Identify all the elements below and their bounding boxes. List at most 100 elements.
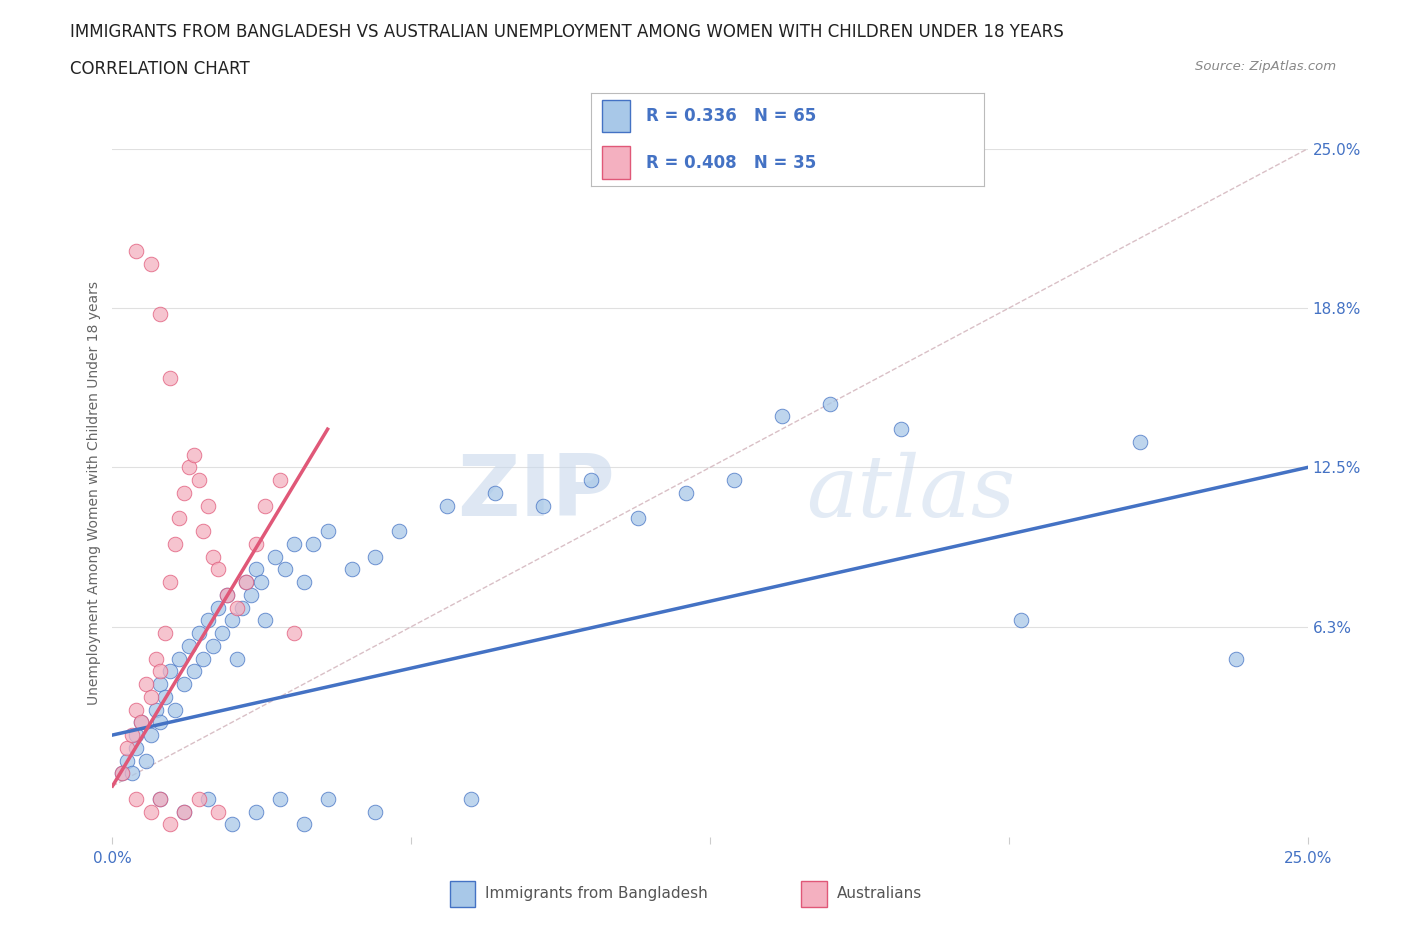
Point (135, 677, 157, 692)
Point (149, 677, 172, 692)
Point (169, 651, 191, 666)
Point (723, 472, 745, 487)
Point (235, 575, 257, 590)
Point (1225, 651, 1247, 666)
Text: atlas: atlas (806, 452, 1015, 534)
Point (207, 804, 229, 819)
Point (149, 715, 172, 730)
Point (890, 421, 912, 436)
Point (627, 511, 650, 525)
Point (1010, 613, 1032, 628)
Point (125, 791, 148, 806)
Point (163, 702, 186, 717)
Point (1129, 434, 1152, 449)
Point (149, 664, 172, 679)
Point (207, 562, 229, 577)
Point (121, 765, 143, 780)
Point (187, 791, 209, 806)
Point (139, 804, 162, 819)
FancyBboxPatch shape (602, 146, 630, 179)
Point (269, 791, 291, 806)
Point (460, 791, 482, 806)
Point (340, 562, 363, 577)
Point (283, 537, 305, 551)
Point (139, 689, 162, 704)
Point (129, 715, 152, 730)
Point (145, 702, 167, 717)
Point (316, 524, 339, 538)
Point (225, 651, 247, 666)
Point (173, 485, 195, 500)
Point (115, 753, 138, 768)
Point (125, 702, 148, 717)
Point (111, 765, 134, 780)
Point (235, 575, 257, 590)
Point (193, 651, 215, 666)
Point (135, 753, 157, 768)
Point (264, 550, 287, 565)
Point (197, 498, 219, 513)
Point (292, 817, 315, 831)
Point (125, 727, 148, 742)
Point (254, 613, 277, 628)
Point (159, 664, 181, 679)
Point (217, 588, 239, 603)
Point (193, 524, 215, 538)
Point (139, 256, 162, 271)
Point (221, 817, 243, 831)
Point (159, 575, 181, 590)
Point (149, 791, 172, 806)
Point (177, 638, 200, 653)
Point (177, 460, 200, 475)
Point (579, 472, 602, 487)
Point (201, 638, 224, 653)
Point (169, 511, 191, 525)
Point (316, 791, 339, 806)
Y-axis label: Unemployment Among Women with Children Under 18 years: Unemployment Among Women with Children U… (87, 281, 101, 705)
Point (187, 626, 209, 641)
Point (249, 575, 271, 590)
Point (145, 651, 167, 666)
Point (173, 804, 195, 819)
Point (770, 409, 793, 424)
Text: IMMIGRANTS FROM BANGLADESH VS AUSTRALIAN UNEMPLOYMENT AMONG WOMEN WITH CHILDREN : IMMIGRANTS FROM BANGLADESH VS AUSTRALIAN… (70, 23, 1064, 41)
Point (197, 613, 219, 628)
Point (159, 817, 181, 831)
Point (173, 804, 195, 819)
Point (269, 472, 291, 487)
Point (484, 485, 506, 500)
Text: CORRELATION CHART: CORRELATION CHART (70, 60, 250, 78)
Point (153, 626, 176, 641)
Point (187, 472, 209, 487)
Point (231, 600, 253, 615)
Text: Source: ZipAtlas.com: Source: ZipAtlas.com (1195, 60, 1336, 73)
Text: Australians: Australians (837, 886, 922, 901)
FancyBboxPatch shape (602, 100, 630, 132)
Point (225, 600, 247, 615)
Point (283, 626, 305, 641)
Point (302, 537, 325, 551)
Point (531, 498, 554, 513)
Point (207, 600, 229, 615)
Point (129, 715, 152, 730)
Point (125, 740, 148, 755)
Point (197, 791, 219, 806)
Point (364, 550, 387, 565)
Point (211, 626, 233, 641)
Point (149, 791, 172, 806)
Point (111, 765, 134, 780)
Point (173, 677, 195, 692)
Point (436, 498, 458, 513)
Text: R = 0.336   N = 65: R = 0.336 N = 65 (645, 107, 815, 126)
Point (217, 588, 239, 603)
Point (159, 371, 181, 386)
Point (273, 562, 295, 577)
Point (183, 447, 205, 462)
Point (163, 537, 186, 551)
Point (121, 727, 143, 742)
Point (388, 524, 411, 538)
Text: R = 0.408   N = 35: R = 0.408 N = 35 (645, 153, 815, 172)
Point (125, 244, 148, 259)
Point (254, 498, 277, 513)
Text: Immigrants from Bangladesh: Immigrants from Bangladesh (485, 886, 707, 901)
